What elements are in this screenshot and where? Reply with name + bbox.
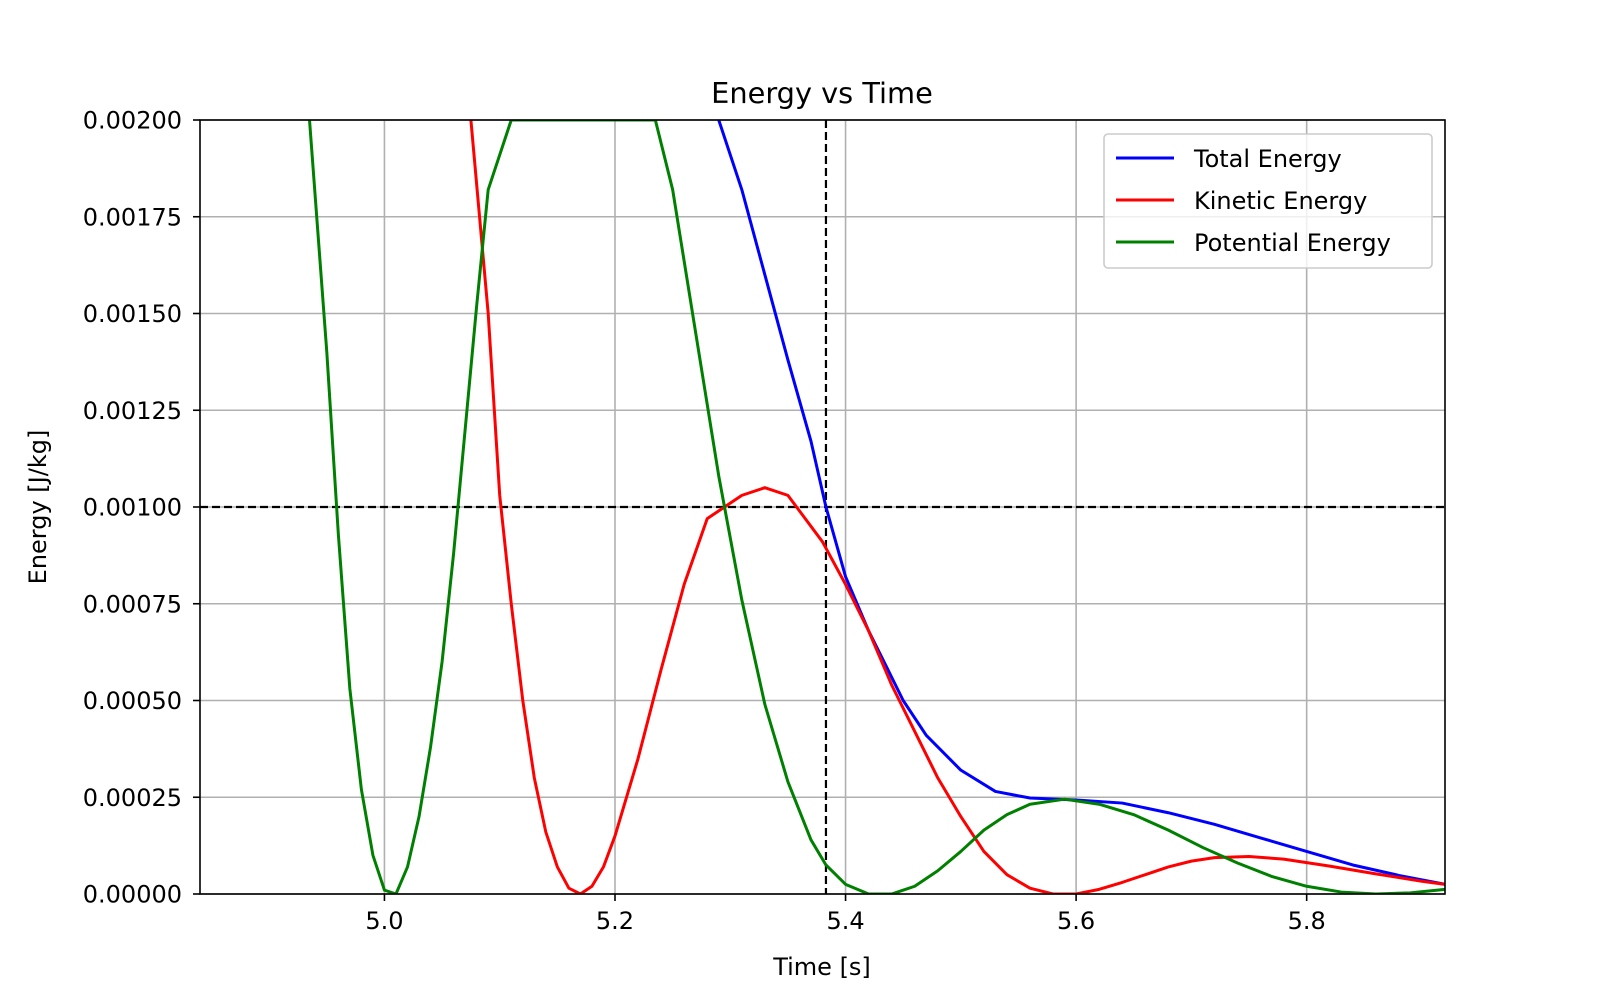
- y-tick-label: 0.00150: [83, 300, 182, 328]
- x-tick-label: 5.2: [596, 907, 634, 935]
- legend-label-total: Total Energy: [1193, 145, 1342, 173]
- series-line-potential-energy: [308, 120, 1445, 894]
- y-tick-label: 0.00200: [83, 107, 182, 135]
- x-tick-label: 5.0: [365, 907, 403, 935]
- series: [308, 120, 1445, 894]
- y-tick-label: 0.00025: [83, 784, 182, 812]
- x-tick-label: 5.8: [1288, 907, 1326, 935]
- y-tick-label: 0.00125: [83, 397, 182, 425]
- legend: Total Energy Kinetic Energy Potential En…: [1103, 133, 1433, 269]
- y-tick-label: 0.00000: [83, 881, 182, 909]
- series-line-total-energy: [717, 120, 1445, 886]
- x-tick-label: 5.4: [826, 907, 864, 935]
- y-axis-title: Energy [J/kg]: [24, 430, 52, 585]
- legend-label-potential: Potential Energy: [1194, 229, 1391, 257]
- y-tick-label: 0.00100: [83, 494, 182, 522]
- legend-label-kinetic: Kinetic Energy: [1194, 187, 1367, 215]
- y-tick-label: 0.00050: [83, 687, 182, 715]
- x-tick-label: 5.6: [1057, 907, 1095, 935]
- ticks: 5.0 5.2 5.4 5.6 5.8 0.00000 0.00025 0.00050 0.00…: [83, 107, 1326, 936]
- legend-box: [1103, 133, 1433, 269]
- y-tick-label: 0.00075: [83, 590, 182, 618]
- series-line-kinetic-energy: [469, 120, 1445, 894]
- y-tick-label: 0.00175: [83, 203, 182, 231]
- chart-title: Energy vs Time: [711, 76, 933, 110]
- x-axis-title: Time [s]: [772, 953, 871, 981]
